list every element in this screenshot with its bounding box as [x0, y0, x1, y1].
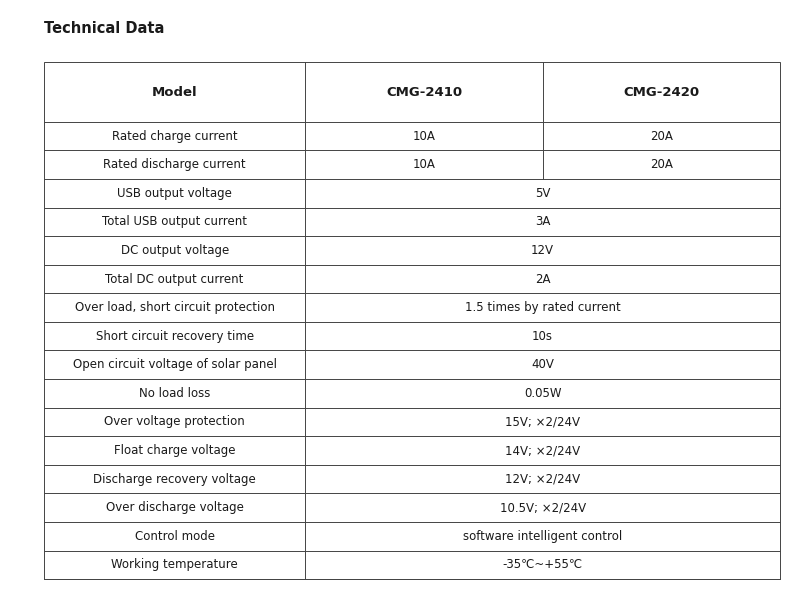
Text: 10.5V; ×2/24V: 10.5V; ×2/24V [499, 501, 586, 514]
Text: 12V: 12V [531, 244, 554, 257]
Text: Total DC output current: Total DC output current [106, 273, 244, 286]
Text: Control mode: Control mode [134, 530, 214, 543]
Text: Float charge voltage: Float charge voltage [114, 444, 235, 457]
Text: 10A: 10A [413, 129, 435, 143]
Text: 1.5 times by rated current: 1.5 times by rated current [465, 301, 621, 314]
Bar [44, 62, 780, 579]
Text: Discharge recovery voltage: Discharge recovery voltage [94, 473, 256, 486]
Text: Rated charge current: Rated charge current [112, 129, 238, 143]
Text: 10s: 10s [532, 330, 553, 343]
Text: Working temperature: Working temperature [111, 558, 238, 571]
Text: Model: Model [152, 86, 198, 99]
Text: 0.05W: 0.05W [524, 387, 562, 400]
Text: -35℃~+55℃: -35℃~+55℃ [502, 558, 582, 571]
Text: Over discharge voltage: Over discharge voltage [106, 501, 243, 514]
Text: 3A: 3A [535, 216, 550, 228]
Text: CMG-2410: CMG-2410 [386, 86, 462, 99]
Text: No load loss: No load loss [139, 387, 210, 400]
Text: Rated discharge current: Rated discharge current [103, 158, 246, 171]
Text: Short circuit recovery time: Short circuit recovery time [95, 330, 254, 343]
Text: 12V; ×2/24V: 12V; ×2/24V [505, 473, 580, 486]
Text: 20A: 20A [650, 129, 673, 143]
Text: USB output voltage: USB output voltage [118, 187, 232, 200]
Text: Total USB output current: Total USB output current [102, 216, 247, 228]
Text: 10A: 10A [413, 158, 435, 171]
Text: Over voltage protection: Over voltage protection [104, 415, 245, 428]
Text: software intelligent control: software intelligent control [463, 530, 622, 543]
Text: Technical Data: Technical Data [44, 21, 164, 36]
Text: 5V: 5V [535, 187, 550, 200]
Text: Open circuit voltage of solar panel: Open circuit voltage of solar panel [73, 358, 277, 371]
Text: 14V; ×2/24V: 14V; ×2/24V [505, 444, 580, 457]
Text: CMG-2420: CMG-2420 [623, 86, 699, 99]
Text: 20A: 20A [650, 158, 673, 171]
Text: 2A: 2A [535, 273, 550, 286]
Text: 15V; ×2/24V: 15V; ×2/24V [505, 415, 580, 428]
Text: Over load, short circuit protection: Over load, short circuit protection [74, 301, 274, 314]
Text: DC output voltage: DC output voltage [121, 244, 229, 257]
Text: 40V: 40V [531, 358, 554, 371]
